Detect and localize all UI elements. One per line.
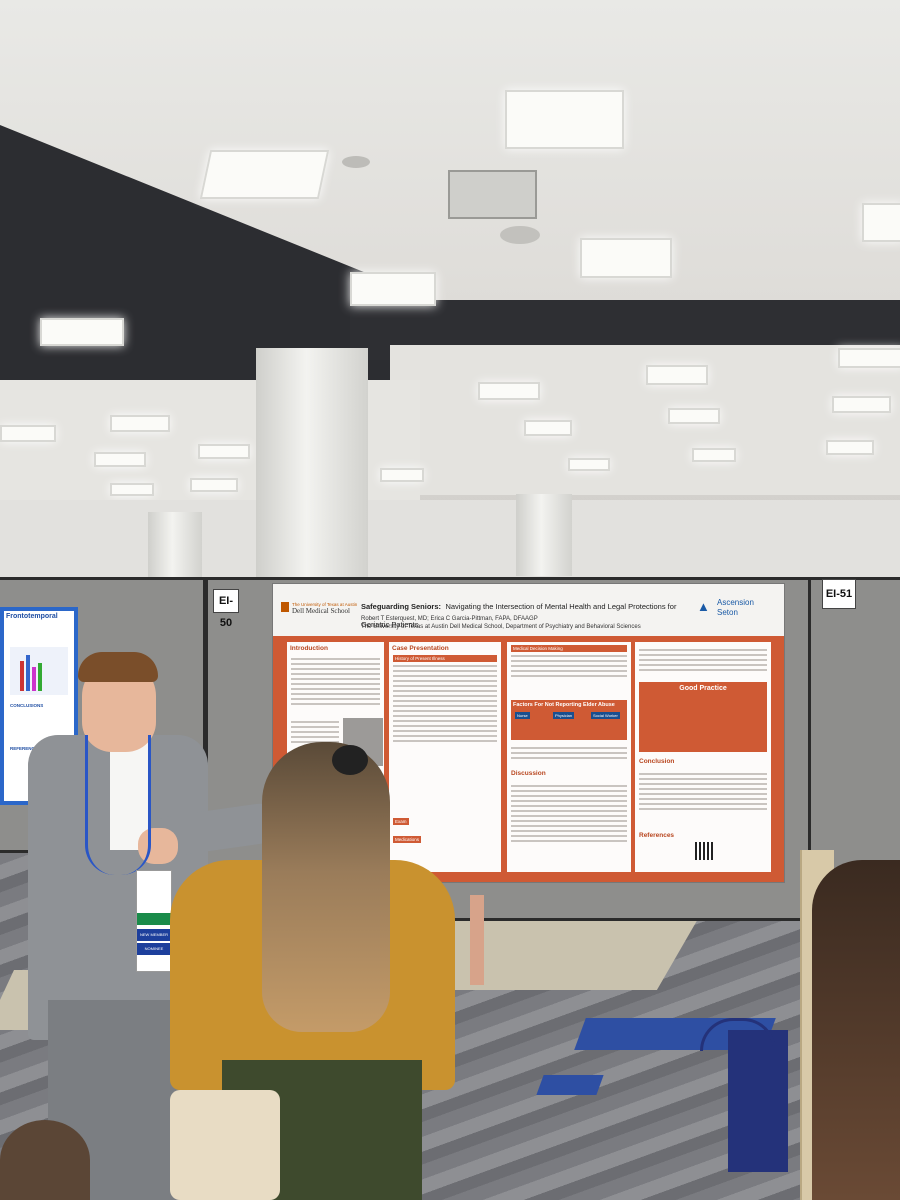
booth-number-tag: EI-50 <box>213 589 239 629</box>
air-vent-icon <box>448 170 537 219</box>
badge-ribbon: NOMINEE <box>137 943 171 955</box>
poster-column-conclusion: Good Practice Conclusion References <box>635 642 771 872</box>
ceiling-light <box>110 415 170 432</box>
ceiling-light <box>668 408 720 424</box>
poster-header: The University of Texas at Austin Dell M… <box>273 584 784 636</box>
poster-affiliation: The University of Texas at Austin Dell M… <box>361 624 641 630</box>
ceiling-light <box>838 348 900 368</box>
section-heading: References <box>639 832 675 839</box>
person-legs <box>470 895 484 985</box>
section-subheading: Medical Decision Making <box>511 645 627 652</box>
role-label-social-worker: Social Worker <box>591 712 620 719</box>
factors-banner: Factors For Not Reporting Elder Abuse Nu… <box>511 700 627 740</box>
ceiling-light <box>568 458 610 471</box>
left-poster-heading: Frontotemporal <box>6 613 58 620</box>
ceiling-light <box>646 365 708 385</box>
booth-number-tag: EI-51 <box>822 579 856 609</box>
speaker-icon <box>342 156 370 168</box>
presenter-hair <box>78 652 158 682</box>
ceiling-light <box>380 468 424 482</box>
section-heading: Case Presentation <box>392 645 449 652</box>
hair-scrunchie <box>332 745 368 775</box>
left-poster-references: REFERENCES <box>10 746 41 751</box>
tote-bag <box>728 1030 788 1172</box>
ceiling <box>0 0 900 560</box>
ceiling-light <box>198 444 250 459</box>
ceiling-light <box>692 448 736 462</box>
foreground-person <box>812 860 900 1200</box>
poster-title: Navigating the Intersection of Mental He… <box>361 602 677 629</box>
ceiling-light <box>862 203 900 242</box>
section-subheading: Exam <box>393 818 409 825</box>
section-heading: Discussion <box>511 770 546 777</box>
poster-title-bold: Safeguarding Seniors: <box>361 602 442 611</box>
foreground-person <box>0 1120 90 1200</box>
ceiling-light <box>524 420 572 436</box>
poster-column-decision: Medical Decision Making Factors For Not … <box>507 642 631 872</box>
partner-logo-line1: Ascension <box>717 598 754 607</box>
speaker-icon <box>500 226 540 244</box>
ceiling-light <box>110 483 154 496</box>
qr-code-icon <box>695 842 713 860</box>
university-logo-line2: Dell Medical School <box>292 607 350 615</box>
lanyard <box>85 735 151 875</box>
ceiling-light <box>0 425 56 442</box>
ceiling-light <box>505 90 624 149</box>
good-practice-box: Good Practice <box>639 682 767 752</box>
badge-ribbon: NEW MEMBER <box>137 929 171 941</box>
woman-handbag <box>170 1090 280 1200</box>
role-label-physician: Physician <box>553 712 575 719</box>
ceiling-light <box>350 272 436 306</box>
woman-hair <box>262 742 390 1032</box>
university-seal-icon <box>281 602 289 612</box>
role-label-nurse: Nurse <box>515 712 530 719</box>
ceiling-light <box>478 382 540 400</box>
university-logo-line1: The University of Texas at Austin <box>292 602 358 607</box>
column <box>516 494 572 576</box>
back-wall <box>0 500 900 580</box>
conference-badge: NEW MEMBER NOMINEE <box>136 870 172 972</box>
ceiling-light <box>94 452 146 467</box>
section-heading: Conclusion <box>639 758 675 765</box>
poster-authors: Robert T Esterquest, MD; Erica C Garcia-… <box>361 616 538 622</box>
carpet-pattern <box>536 1075 604 1095</box>
ceiling-panel-right <box>390 345 900 495</box>
left-poster-chart <box>10 647 68 695</box>
column <box>256 348 368 583</box>
ceiling-light <box>832 396 891 413</box>
ceiling-light <box>826 440 874 455</box>
section-subheading: Medications <box>393 836 422 843</box>
left-poster-conclusions: CONCLUSIONS <box>10 703 44 708</box>
section-heading: Introduction <box>290 645 328 652</box>
ceiling-light <box>580 238 672 278</box>
partner-logo-line2: Seton <box>717 608 738 617</box>
ceiling-light <box>199 150 330 199</box>
factors-heading: Factors For Not Reporting Elder Abuse <box>513 702 615 708</box>
ascension-logo-icon: ▲ <box>697 599 710 614</box>
column <box>148 512 202 582</box>
ceiling-light <box>40 318 124 346</box>
section-subheading: History of Present Illness <box>393 655 497 662</box>
ceiling-light <box>190 478 238 492</box>
poster-column-case: Case Presentation History of Present Ill… <box>389 642 501 872</box>
good-practice-heading: Good Practice <box>679 685 727 692</box>
